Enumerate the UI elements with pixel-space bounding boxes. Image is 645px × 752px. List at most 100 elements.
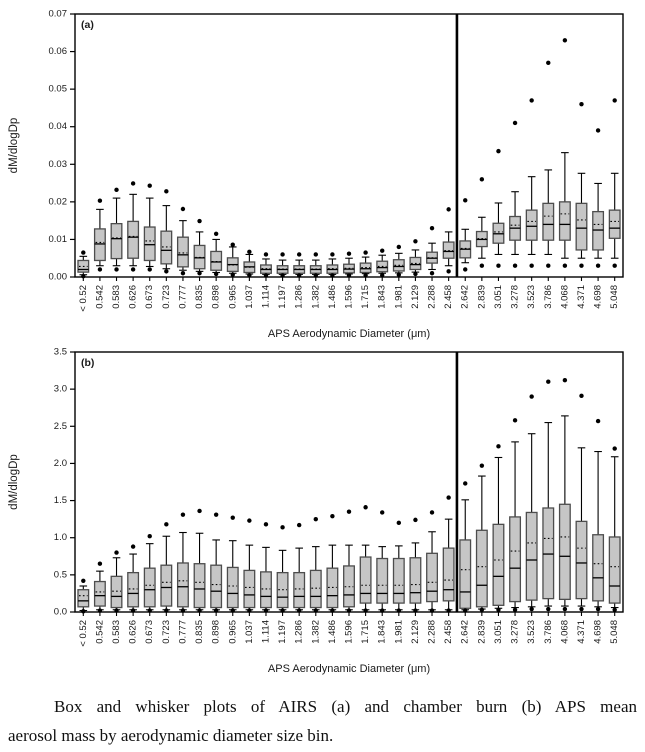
svg-text:1.037: 1.037 [244,285,255,309]
panel-a-frame [74,13,624,278]
svg-text:1.286: 1.286 [294,620,305,644]
panel-b-box-2.458 [442,495,455,613]
svg-text:1.596: 1.596 [344,620,355,644]
panel-a-box-1.037 [243,249,256,278]
svg-text:2.839: 2.839 [476,620,487,644]
svg-text:< 0.52: < 0.52 [78,285,89,312]
panel-b-box-3.786 [542,379,555,612]
panel-b-box-0.898 [210,512,223,613]
panel-b-box-0.673 [143,534,156,613]
svg-text:4.698: 4.698 [593,285,604,309]
panel-a-box-1.114 [260,252,272,278]
svg-text:0.777: 0.777 [177,285,188,309]
svg-text:3.0: 3.0 [54,384,67,395]
panel-b-box-1.715 [359,505,372,613]
panel-a-box-0.583 [110,187,123,272]
svg-text:2.129: 2.129 [410,620,421,644]
panel-b-box-4.371 [575,393,588,612]
svg-text:1.981: 1.981 [393,620,404,644]
svg-text:1.596: 1.596 [344,285,355,309]
panel-b-box-0.835 [193,508,206,613]
svg-text:2.129: 2.129 [410,285,421,309]
svg-text:2.458: 2.458 [443,620,454,644]
svg-text:0.673: 0.673 [144,620,155,644]
panel-a-box-4.371 [575,101,588,268]
panel-a-box-1.382 [309,252,322,278]
panel-b-box-0.723 [160,522,173,613]
svg-text:< 0.52: < 0.52 [78,620,89,647]
panel-a-box-2.129 [409,239,422,277]
svg-text:1.037: 1.037 [244,620,255,644]
svg-text:0.04: 0.04 [49,121,68,132]
svg-text:2.288: 2.288 [427,285,438,309]
panel-a-box-3.278 [509,120,522,268]
svg-text:1.5: 1.5 [54,495,67,506]
caption-line-2: aerosol mass by aerodynamic diameter siz… [8,726,334,745]
panel-b-box-0.777 [176,512,189,613]
svg-text:0.07: 0.07 [49,9,68,20]
panel-b-box-0.626 [127,544,140,613]
svg-text:0.777: 0.777 [177,620,188,644]
svg-text:0.02: 0.02 [49,196,68,207]
svg-text:0.01: 0.01 [49,234,68,245]
svg-text:2.458: 2.458 [443,285,454,309]
panel-a-box-3.786 [542,60,555,268]
svg-text:1.843: 1.843 [377,620,388,644]
svg-text:3.523: 3.523 [526,620,537,644]
svg-text:1.286: 1.286 [294,285,305,309]
panel-b-y-axis-title: dM/dlogDp [8,454,20,510]
panel-b-x-axis: < 0.52 0.542 0.583 0.626 0.673 0.723 0.777 0.83… [78,612,620,647]
panel-a-box-2.288 [426,225,438,276]
panel-a-box-1.486 [326,252,339,278]
svg-text:1.715: 1.715 [360,620,371,644]
svg-text:0.583: 0.583 [111,620,122,644]
panel-b-box-1.843 [376,510,389,613]
svg-text:1.197: 1.197 [277,285,288,309]
svg-text:1.114: 1.114 [260,285,271,308]
svg-text:0.898: 0.898 [211,285,222,309]
panel-b-box-3.523 [525,394,538,612]
panel-a-box-2.839 [475,177,488,268]
panel-b-y-axis: 0.0 0.5 1.0 1.5 2.0 2.5 3.0 3.5 [54,347,75,618]
svg-text:4.371: 4.371 [576,620,587,644]
panel-b-box-4.068 [558,378,571,612]
panel-a-box-0.965 [226,242,239,277]
panel-b-box-2.288 [426,510,438,613]
svg-text:1.382: 1.382 [310,620,321,644]
svg-text:0.626: 0.626 [128,620,139,644]
panel-a-box-1.197 [276,252,289,278]
panel-a-box-0.673 [143,183,156,272]
panel-b-box-1.037 [243,518,256,613]
svg-text:1.114: 1.114 [260,620,271,643]
svg-text:0.723: 0.723 [161,285,172,309]
panel-b-label: (b) [81,357,94,369]
svg-text:0.583: 0.583 [111,285,122,309]
panel-a-box-1.715 [359,250,372,278]
panel-b-box-1.596 [343,509,355,613]
svg-text:4.068: 4.068 [559,285,570,309]
panel-b-box-1.981 [392,520,405,613]
panel-b-box-<0.52 [77,578,90,614]
panel-a-box-0.777 [176,206,189,276]
panel-a-box-1.843 [376,248,389,278]
svg-text:3.786: 3.786 [543,620,554,644]
panel-a-box-1.981 [392,244,405,277]
svg-text:3.5: 3.5 [54,347,67,358]
svg-text:0.626: 0.626 [128,285,139,309]
panel-b-box-3.278 [509,418,522,612]
panel-b-box-1.114 [260,522,272,613]
svg-text:3.786: 3.786 [543,285,554,309]
panel-b-box-2.642 [459,481,472,613]
panel-a-box-0.723 [160,189,173,274]
svg-text:4.068: 4.068 [559,620,570,644]
svg-text:0.965: 0.965 [227,285,238,309]
svg-text:3.051: 3.051 [493,620,504,644]
svg-text:1.197: 1.197 [277,620,288,644]
svg-text:2.642: 2.642 [460,285,471,309]
svg-text:5.048: 5.048 [609,285,620,309]
panel-a-box-3.051 [492,148,505,268]
panel-a-y-axis: 0.00 0.01 0.02 0.03 0.04 0.05 0.06 0.07 [49,9,75,283]
panel-a-box-0.835 [193,218,206,276]
svg-text:1.981: 1.981 [393,285,404,309]
